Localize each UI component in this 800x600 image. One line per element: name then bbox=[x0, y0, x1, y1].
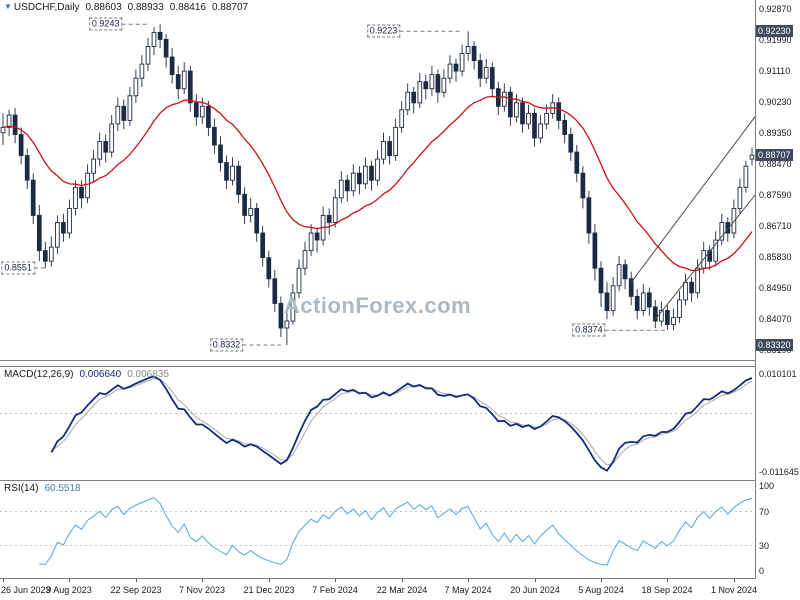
y-axis-label: 0.89350 bbox=[759, 127, 792, 138]
macd-header: MACD(12,26,9) 0.006640 0.006835 bbox=[4, 369, 169, 380]
x-axis-label: 26 Jun 2023 bbox=[1, 585, 51, 595]
price-annotation: 0.9223 bbox=[366, 24, 401, 38]
symbol-title: USDCHF,Daily bbox=[13, 2, 80, 13]
price-annotation: 0.8332 bbox=[209, 338, 244, 352]
rsi-axis-label: 0 bbox=[759, 566, 765, 576]
quote-high: 0.88933 bbox=[127, 2, 164, 13]
macd-axis-label: 0.010101 bbox=[759, 369, 797, 379]
x-axis-label: 7 Nov 2023 bbox=[178, 585, 226, 595]
x-axis-tick bbox=[468, 579, 469, 582]
y-axis-highlight: 0.92230 bbox=[756, 25, 793, 38]
x-axis-tick bbox=[69, 579, 70, 582]
price-panel: ActionForex.com ▼ USDCHF,Daily 0.88603 0.88… bbox=[0, 0, 755, 361]
rsi-header: RSI(14) 60.5518 bbox=[4, 483, 81, 494]
y-axis-label: 0.88470 bbox=[759, 158, 792, 169]
quote-low: 0.88416 bbox=[169, 2, 206, 13]
y-axis-label: 0.92870 bbox=[759, 3, 792, 14]
x-axis-label: 9 Aug 2023 bbox=[46, 585, 92, 595]
y-axis-highlight: 0.83320 bbox=[756, 338, 793, 351]
x-axis-tick bbox=[667, 579, 668, 582]
rsi-axis-label: 70 bbox=[759, 506, 770, 517]
price-annotation: 0.8551 bbox=[1, 261, 35, 275]
rsi-chart bbox=[0, 497, 755, 566]
y-axis-label: 0.86710 bbox=[759, 220, 792, 231]
x-axis-label: 18 Sep 2024 bbox=[641, 585, 693, 595]
rsi-axis-label: 100 bbox=[759, 481, 775, 491]
x-axis-tick bbox=[535, 579, 536, 582]
x-axis-tick bbox=[202, 579, 203, 582]
x-axis-label: 7 Feb 2024 bbox=[312, 585, 358, 595]
macd-signal-value: 0.006835 bbox=[127, 369, 169, 380]
rsi-value: 60.5518 bbox=[44, 483, 81, 494]
candlestick-chart bbox=[0, 23, 755, 346]
symbol-dropdown-icon: ▼ bbox=[4, 2, 12, 11]
y-axis-label: 0.87590 bbox=[759, 189, 792, 200]
macd-chart bbox=[0, 375, 755, 472]
time-axis: 26 Jun 2023 9 Aug 2023 22 Sep 2023 7 Nov 20… bbox=[0, 579, 800, 600]
rsi-axis-label: 30 bbox=[759, 540, 770, 551]
rsi-panel: RSI(14) 60.5518 bbox=[0, 481, 755, 579]
x-axis-tick bbox=[335, 579, 336, 582]
macd-label: MACD(12,26,9) bbox=[4, 369, 74, 380]
x-axis-tick bbox=[136, 579, 137, 582]
x-axis-label: 20 Jun 2024 bbox=[510, 585, 560, 595]
y-axis-label: 0.84950 bbox=[759, 282, 792, 293]
x-axis-tick bbox=[402, 579, 403, 582]
x-axis-tick bbox=[601, 579, 602, 582]
price-annotation: 0.8374 bbox=[572, 323, 606, 337]
x-axis-label: 1 Nov 2024 bbox=[710, 585, 758, 595]
y-axis-label: 0.91990 bbox=[759, 34, 792, 45]
price-annotation: 0.9243 bbox=[88, 17, 123, 31]
chart-header: ▼ USDCHF,Daily 0.88603 0.88933 0.88416 0.8870… bbox=[4, 2, 248, 13]
y-axis-label: 0.84070 bbox=[759, 313, 792, 324]
x-axis-tick bbox=[3, 579, 4, 582]
x-axis-label: 22 Sep 2023 bbox=[110, 585, 162, 595]
quote-open: 0.88603 bbox=[85, 2, 122, 13]
y-axis-highlight: 0.88707 bbox=[756, 149, 793, 162]
macd-panel: MACD(12,26,9) 0.006640 0.006835 bbox=[0, 366, 755, 481]
x-axis-label: 5 Aug 2024 bbox=[578, 585, 624, 595]
quote-close: 0.88707 bbox=[211, 2, 249, 13]
x-axis-tick bbox=[734, 579, 735, 582]
y-axis-label: 0.85830 bbox=[759, 251, 792, 262]
macd-value: 0.006640 bbox=[79, 369, 122, 380]
rsi-label: RSI(14) bbox=[4, 483, 39, 494]
watermark: ActionForex.com bbox=[283, 293, 472, 318]
y-axis-label: 0.91110 bbox=[759, 65, 791, 76]
x-axis-label: 21 Dec 2023 bbox=[243, 585, 295, 595]
y-axis-label: 0.90230 bbox=[759, 96, 792, 107]
x-axis-label: 7 May 2024 bbox=[444, 585, 492, 595]
x-axis-label: 22 Mar 2024 bbox=[376, 585, 428, 595]
x-axis-tick bbox=[269, 579, 270, 582]
price-axis: 0.92870 0.91990 0.91110 0.90230 0.89350 0.884… bbox=[755, 0, 800, 579]
macd-axis-label: -0.011645 bbox=[759, 467, 799, 477]
